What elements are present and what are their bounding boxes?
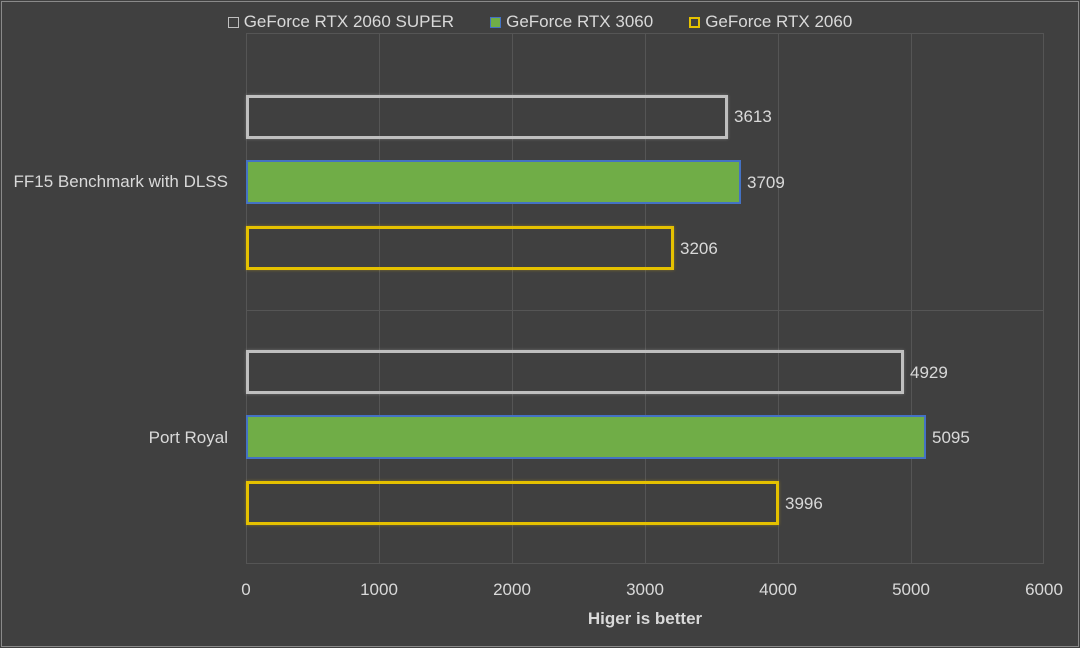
value-label: 3709 xyxy=(747,173,785,192)
category-divider xyxy=(246,310,1044,311)
value-label: 4929 xyxy=(910,363,948,382)
x-tick-label: 1000 xyxy=(360,580,398,599)
x-tick-label: 4000 xyxy=(759,580,797,599)
gridline xyxy=(645,33,646,564)
bar-port-royal-rtx-2060 xyxy=(246,481,779,525)
bar-port-royal-rtx-2060-super xyxy=(246,350,904,394)
x-tick-label: 6000 xyxy=(1025,580,1063,599)
legend-item-rtx-2060-super: GeForce RTX 2060 SUPER xyxy=(227,12,455,32)
gridline xyxy=(512,33,513,564)
x-tick-label: 5000 xyxy=(892,580,930,599)
bar-ff15-rtx-2060 xyxy=(246,226,674,270)
legend-label: GeForce RTX 2060 xyxy=(705,12,853,31)
legend-label: GeForce RTX 2060 SUPER xyxy=(243,12,455,31)
value-label: 3996 xyxy=(785,494,823,513)
value-label: 3206 xyxy=(680,239,718,258)
legend: GeForce RTX 2060 SUPER GeForce RTX 3060 … xyxy=(0,12,1080,32)
value-label: 3613 xyxy=(734,107,772,126)
gridline xyxy=(911,33,912,564)
legend-item-rtx-2060: GeForce RTX 2060 xyxy=(689,12,852,32)
gridline xyxy=(379,33,380,564)
bar-ff15-rtx-2060-super xyxy=(246,95,728,139)
legend-swatch-green-icon xyxy=(490,16,502,28)
legend-swatch-yellow-outline-icon xyxy=(689,16,701,28)
x-axis-title: Higer is better xyxy=(587,609,703,628)
gridline xyxy=(778,33,779,564)
bar-ff15-rtx-3060 xyxy=(246,160,741,204)
legend-label: GeForce RTX 3060 xyxy=(506,12,654,31)
category-label-ff15: FF15 Benchmark with DLSS xyxy=(13,172,228,191)
x-tick-label: 3000 xyxy=(626,580,664,599)
legend-item-rtx-3060: GeForce RTX 3060 xyxy=(490,12,653,32)
legend-swatch-white-outline-icon xyxy=(227,16,239,28)
value-label: 5095 xyxy=(932,428,970,447)
x-tick-label: 2000 xyxy=(493,580,531,599)
category-label-port-royal: Port Royal xyxy=(148,428,228,447)
bar-port-royal-rtx-3060 xyxy=(246,415,926,459)
x-tick-label: 0 xyxy=(241,580,251,599)
